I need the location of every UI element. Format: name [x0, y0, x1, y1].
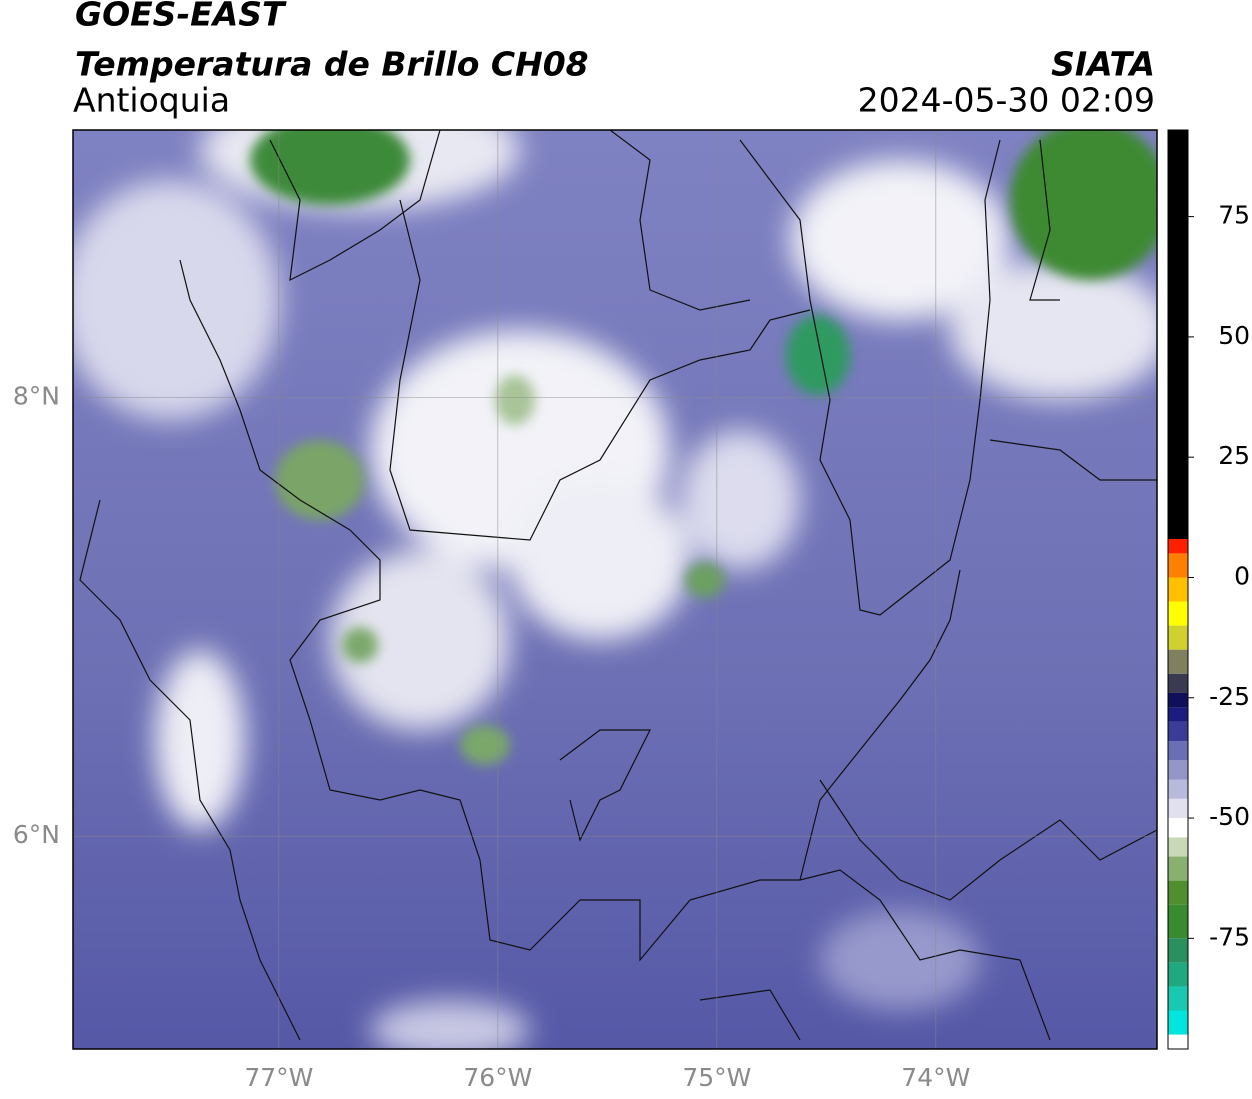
colorbar-segment [1168, 962, 1188, 987]
satellite-title: GOES-EAST [75, 0, 287, 34]
colorbar-segment [1168, 553, 1188, 578]
colorbar-segment [1168, 1010, 1188, 1035]
satellite-image [73, 130, 1157, 1049]
region-label: Antioquia [73, 81, 230, 120]
colorbar-tick-label: -25 [1209, 682, 1250, 711]
map-frame [72, 129, 1158, 1050]
colorbar-segment [1168, 538, 1188, 554]
graticule: 77°W 76°W 75°W 74°W 6°N 8°N [13, 130, 1157, 1092]
x-tick-label: 76°W [463, 1063, 532, 1092]
colorbar-segment [1168, 818, 1188, 838]
colorbar-tick-label: 0 [1234, 561, 1250, 590]
colorbar-segment [1168, 938, 1188, 963]
x-tick-label: 74°W [901, 1063, 970, 1092]
colorbar-frame [1167, 129, 1189, 1050]
colorbar-segment [1168, 741, 1188, 761]
y-tick-label: 6°N [13, 820, 60, 849]
colorbar-segment [1168, 721, 1188, 742]
colorbar-tick-label: 50 [1218, 321, 1250, 350]
colorbar-segment [1168, 130, 1188, 539]
colorbar-tick-label: 75 [1218, 201, 1250, 230]
colorbar-segment [1168, 760, 1188, 780]
colorbar-segment [1168, 856, 1188, 881]
colorbar-segment [1168, 1034, 1188, 1049]
agency-label: SIATA [1051, 45, 1155, 84]
colorbar-segment [1168, 779, 1188, 799]
colorbar-segment [1168, 707, 1188, 722]
x-tick-label: 75°W [682, 1063, 751, 1092]
colorbar-segment [1168, 837, 1188, 857]
colorbar-segment [1168, 904, 1188, 939]
colorbar-segment [1168, 601, 1188, 626]
colorbar-tick-label: -75 [1209, 922, 1250, 951]
y-tick-label: 8°N [13, 382, 60, 411]
colorbar-segment [1168, 577, 1188, 602]
colorbar-segment [1168, 798, 1188, 819]
colorbar-segment [1168, 649, 1188, 674]
colorbar-segment [1168, 986, 1188, 1011]
colorbar: -75 -50 -25 0 25 50 75 [1167, 129, 1250, 1050]
colorbar-tick-label: 25 [1218, 441, 1250, 470]
product-title: Temperatura de Brillo CH08 [75, 45, 589, 84]
colorbar-segment [1168, 692, 1188, 708]
colorbar-tick-label: -50 [1209, 802, 1250, 831]
timestamp: 2024-05-30 02:09 [858, 81, 1155, 120]
x-tick-label: 77°W [244, 1063, 313, 1092]
colorbar-segment [1168, 880, 1188, 905]
colorbar-segment [1168, 625, 1188, 650]
colorbar-segment [1168, 673, 1188, 693]
